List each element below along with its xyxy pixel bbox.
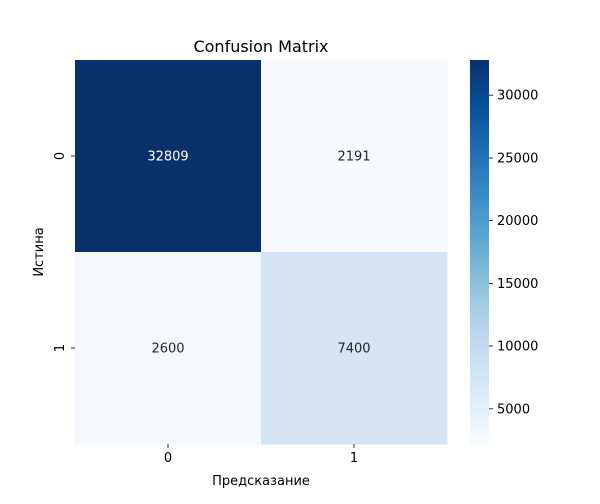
x-tick-label-0: 0: [164, 451, 172, 466]
x-tick-label-1: 1: [350, 451, 358, 466]
colorbar-tick-label-4: 25000: [497, 151, 538, 166]
heatmap-cell-1-1: [261, 252, 448, 445]
cell-value-0-1: 2191: [337, 150, 370, 165]
colorbar-tick-label-1: 10000: [497, 340, 538, 355]
colorbar-gradient: [470, 60, 489, 444]
x-axis-label: Предсказание: [212, 474, 310, 489]
heatmap-cells: [75, 60, 448, 445]
chart-title: Confusion Matrix: [193, 37, 328, 56]
y-axis: 01: [53, 152, 75, 352]
y-tick-label-0: 0: [53, 152, 68, 160]
colorbar: 5000 10000 15000 20000 25000 30000: [470, 60, 538, 444]
y-tick-label-1: 1: [53, 344, 68, 352]
colorbar-tick-label-0: 5000: [497, 402, 530, 417]
heatmap-cell-0-0: [75, 60, 262, 253]
cell-annotations: 32809 2191 2600 7400: [147, 150, 370, 357]
y-axis-label: Истина: [32, 227, 47, 276]
cell-value-1-1: 7400: [337, 342, 370, 357]
colorbar-tick-label-2: 15000: [497, 277, 538, 292]
cell-value-0-0: 32809: [147, 150, 188, 165]
colorbar-tick-label-3: 20000: [497, 214, 538, 229]
cell-value-1-0: 2600: [151, 342, 184, 357]
colorbar-tick-label-5: 30000: [497, 89, 538, 104]
heatmap-cell-1-0: [75, 252, 262, 445]
heatmap-cell-0-1: [261, 60, 448, 253]
